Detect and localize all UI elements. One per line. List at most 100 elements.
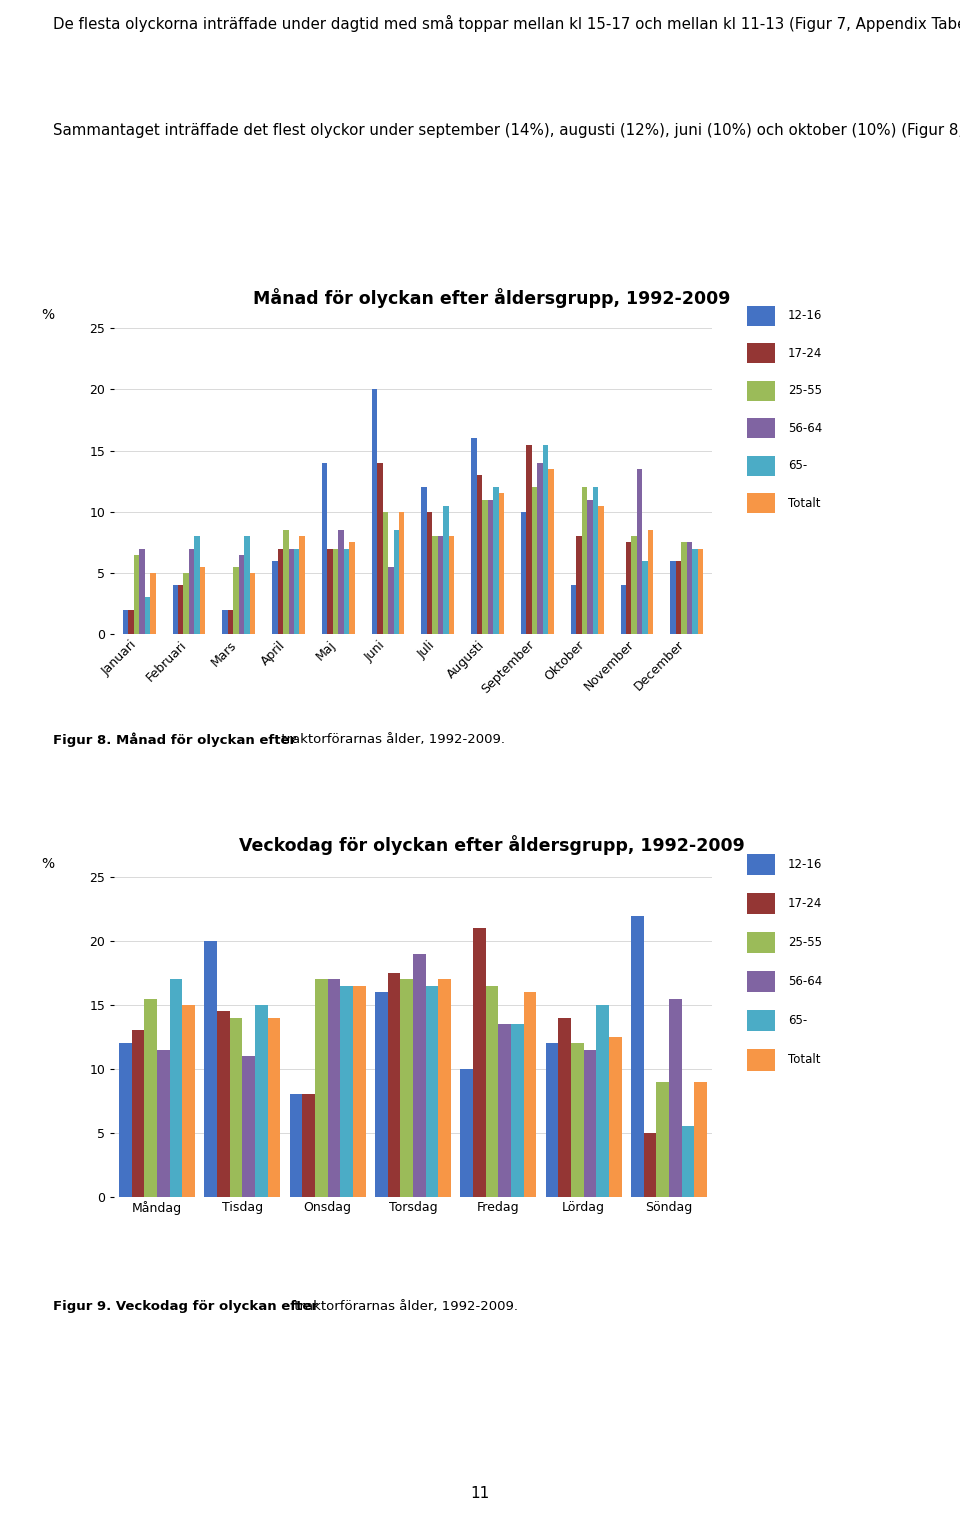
Bar [642,561,648,634]
Bar [648,531,654,634]
Bar [349,543,354,634]
Bar [204,941,217,1197]
Bar [686,543,692,634]
Bar [584,1049,596,1197]
Bar [548,470,554,634]
Text: 11: 11 [470,1487,490,1501]
Text: Månad för olyckan efter åldersgrupp, 1992-2009: Månad för olyckan efter åldersgrupp, 199… [253,288,731,308]
Bar [399,512,404,634]
Text: %: % [41,857,55,871]
Bar [383,512,388,634]
Bar [425,985,439,1197]
Bar [444,506,448,634]
Bar [682,1127,694,1197]
Bar [477,476,482,634]
Bar [576,537,582,634]
Bar [657,1081,669,1197]
Bar [182,1005,195,1197]
Text: Totalt: Totalt [788,1054,821,1066]
Bar [302,1095,315,1197]
Text: 17-24: 17-24 [788,346,822,360]
Text: Sammantaget inträffade det flest olyckor under september (14%), augusti (12%), j: Sammantaget inträffade det flest olyckor… [53,122,960,139]
Text: Veckodag för olyckan efter åldersgrupp, 1992-2009: Veckodag för olyckan efter åldersgrupp, … [239,834,745,856]
Bar [119,1043,132,1197]
Bar [139,549,145,634]
Bar [439,979,451,1197]
Bar [498,494,504,634]
Bar [327,549,333,634]
Bar [145,598,150,634]
Bar [133,555,139,634]
Bar [571,586,576,634]
Bar [526,444,532,634]
Bar [377,464,383,634]
Bar [129,610,133,634]
Bar [493,488,498,634]
Bar [233,567,239,634]
Text: 65-: 65- [788,459,807,473]
Bar [315,979,327,1197]
Bar [394,531,399,634]
Bar [488,500,493,634]
Text: Totalt: Totalt [788,497,821,509]
FancyBboxPatch shape [747,305,775,326]
Bar [195,537,200,634]
Text: 25-55: 25-55 [788,936,822,949]
Bar [388,973,400,1197]
FancyBboxPatch shape [747,493,775,514]
Bar [432,537,438,634]
Bar [498,1025,511,1197]
Bar [144,999,156,1197]
Bar [521,512,526,634]
Bar [272,561,277,634]
Bar [473,929,486,1197]
Bar [694,1081,707,1197]
Text: 56-64: 56-64 [788,974,822,988]
Bar [559,1017,571,1197]
Text: traktorförarnas ålder, 1992-2009.: traktorförarnas ålder, 1992-2009. [277,734,505,746]
Bar [289,549,294,634]
Bar [598,506,604,634]
Bar [244,537,250,634]
Bar [588,500,592,634]
Bar [421,488,427,634]
Bar [460,1069,473,1197]
Bar [626,543,632,634]
Bar [283,531,289,634]
Bar [471,438,477,634]
Bar [223,610,228,634]
Bar [596,1005,609,1197]
Bar [482,500,488,634]
Bar [338,531,344,634]
FancyBboxPatch shape [747,854,775,875]
Text: 25-55: 25-55 [788,384,822,398]
Bar [448,537,454,634]
Bar [643,1133,657,1197]
Bar [239,555,244,634]
Bar [511,1025,523,1197]
Bar [538,464,542,634]
Text: Figur 9. Veckodag för olyckan efter: Figur 9. Veckodag för olyckan efter [53,1301,318,1313]
Bar [375,993,388,1197]
FancyBboxPatch shape [747,1049,775,1071]
FancyBboxPatch shape [747,1010,775,1031]
Bar [372,389,377,634]
Bar [486,985,498,1197]
Bar [183,573,189,634]
Bar [532,488,538,634]
Bar [322,464,327,634]
FancyBboxPatch shape [747,932,775,953]
Bar [277,549,283,634]
Bar [344,549,349,634]
Bar [582,488,588,634]
Bar [217,1011,229,1197]
Bar [156,1049,170,1197]
Text: 17-24: 17-24 [788,897,822,910]
Text: De flesta olyckorna inträffade under dagtid med små toppar mellan kl 15-17 och m: De flesta olyckorna inträffade under dag… [53,15,960,32]
Text: %: % [41,308,55,322]
Text: 12-16: 12-16 [788,857,822,871]
Bar [178,586,183,634]
Bar [669,999,682,1197]
Bar [229,1017,242,1197]
Bar [242,1055,255,1197]
